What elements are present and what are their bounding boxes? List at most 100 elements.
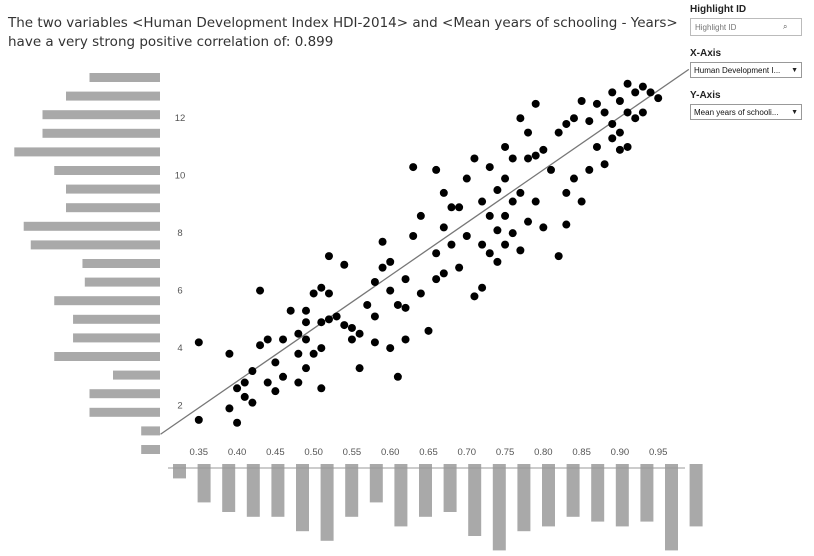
data-point[interactable] xyxy=(233,384,242,393)
data-point[interactable] xyxy=(317,283,326,292)
data-point[interactable] xyxy=(432,275,441,284)
data-point[interactable] xyxy=(524,128,533,137)
data-point[interactable] xyxy=(508,154,517,163)
data-point[interactable] xyxy=(638,108,647,117)
data-point[interactable] xyxy=(562,119,571,128)
data-point[interactable] xyxy=(279,335,288,344)
data-point[interactable] xyxy=(301,364,310,373)
data-point[interactable] xyxy=(370,312,379,321)
data-point[interactable] xyxy=(508,197,517,206)
data-point[interactable] xyxy=(516,246,525,255)
data-point[interactable] xyxy=(478,197,487,206)
y-axis-select[interactable]: Mean years of schooli... ▼ xyxy=(690,104,802,120)
dropdown-arrow-icon[interactable]: ▼ xyxy=(791,66,798,74)
data-point[interactable] xyxy=(294,349,303,358)
data-point[interactable] xyxy=(455,203,464,212)
data-point[interactable] xyxy=(424,326,433,335)
data-point[interactable] xyxy=(439,269,448,278)
data-point[interactable] xyxy=(294,329,303,338)
data-point[interactable] xyxy=(317,384,326,393)
data-point[interactable] xyxy=(286,306,295,315)
data-point[interactable] xyxy=(462,232,471,241)
data-point[interactable] xyxy=(501,211,510,220)
data-point[interactable] xyxy=(455,263,464,272)
data-point[interactable] xyxy=(615,128,624,137)
data-point[interactable] xyxy=(531,151,540,160)
data-point[interactable] xyxy=(562,188,571,197)
data-point[interactable] xyxy=(401,335,410,344)
data-point[interactable] xyxy=(623,142,632,151)
data-point[interactable] xyxy=(401,275,410,284)
data-point[interactable] xyxy=(615,145,624,154)
data-point[interactable] xyxy=(240,392,249,401)
data-point[interactable] xyxy=(600,108,609,117)
data-point[interactable] xyxy=(225,404,234,413)
data-point[interactable] xyxy=(592,99,601,108)
data-point[interactable] xyxy=(324,252,333,261)
data-point[interactable] xyxy=(585,165,594,174)
data-point[interactable] xyxy=(554,128,563,137)
data-point[interactable] xyxy=(194,338,203,347)
data-point[interactable] xyxy=(516,188,525,197)
data-point[interactable] xyxy=(324,315,333,324)
data-point[interactable] xyxy=(355,364,364,373)
data-point[interactable] xyxy=(317,344,326,353)
data-point[interactable] xyxy=(378,263,387,272)
data-point[interactable] xyxy=(309,349,318,358)
data-point[interactable] xyxy=(623,79,632,88)
data-point[interactable] xyxy=(409,232,418,241)
data-point[interactable] xyxy=(301,318,310,327)
data-point[interactable] xyxy=(577,96,586,105)
data-point[interactable] xyxy=(386,344,395,353)
data-point[interactable] xyxy=(340,260,349,269)
data-point[interactable] xyxy=(547,165,556,174)
data-point[interactable] xyxy=(608,119,617,128)
data-point[interactable] xyxy=(562,220,571,229)
data-point[interactable] xyxy=(493,186,502,195)
data-point[interactable] xyxy=(401,303,410,312)
data-point[interactable] xyxy=(478,240,487,249)
data-point[interactable] xyxy=(409,163,418,172)
data-point[interactable] xyxy=(279,372,288,381)
data-point[interactable] xyxy=(623,108,632,117)
data-point[interactable] xyxy=(301,306,310,315)
data-point[interactable] xyxy=(608,134,617,143)
data-point[interactable] xyxy=(439,188,448,197)
data-point[interactable] xyxy=(592,142,601,151)
data-point[interactable] xyxy=(646,88,655,97)
data-point[interactable] xyxy=(531,99,540,108)
data-point[interactable] xyxy=(301,335,310,344)
data-point[interactable] xyxy=(370,277,379,286)
data-point[interactable] xyxy=(271,387,280,396)
data-point[interactable] xyxy=(393,372,402,381)
data-point[interactable] xyxy=(248,367,257,376)
data-point[interactable] xyxy=(271,358,280,367)
data-point[interactable] xyxy=(470,154,479,163)
data-point[interactable] xyxy=(194,415,203,424)
data-point[interactable] xyxy=(355,329,364,338)
data-point[interactable] xyxy=(332,312,341,321)
data-point[interactable] xyxy=(240,378,249,387)
data-point[interactable] xyxy=(447,203,456,212)
highlight-search-input[interactable] xyxy=(695,22,783,32)
data-point[interactable] xyxy=(585,117,594,126)
data-point[interactable] xyxy=(654,94,663,103)
data-point[interactable] xyxy=(608,88,617,97)
data-point[interactable] xyxy=(524,154,533,163)
data-point[interactable] xyxy=(386,286,395,295)
data-point[interactable] xyxy=(478,283,487,292)
data-point[interactable] xyxy=(493,257,502,266)
data-point[interactable] xyxy=(393,300,402,309)
data-point[interactable] xyxy=(347,323,356,332)
highlight-search-box[interactable]: ⌕ xyxy=(690,18,802,36)
x-axis-select[interactable]: Human Development I... ▼ xyxy=(690,62,802,78)
data-point[interactable] xyxy=(577,197,586,206)
data-point[interactable] xyxy=(263,335,272,344)
data-point[interactable] xyxy=(524,217,533,226)
data-point[interactable] xyxy=(485,163,494,172)
search-icon[interactable]: ⌕ xyxy=(783,22,788,31)
data-point[interactable] xyxy=(432,165,441,174)
data-point[interactable] xyxy=(256,286,265,295)
data-point[interactable] xyxy=(615,96,624,105)
data-point[interactable] xyxy=(501,174,510,183)
